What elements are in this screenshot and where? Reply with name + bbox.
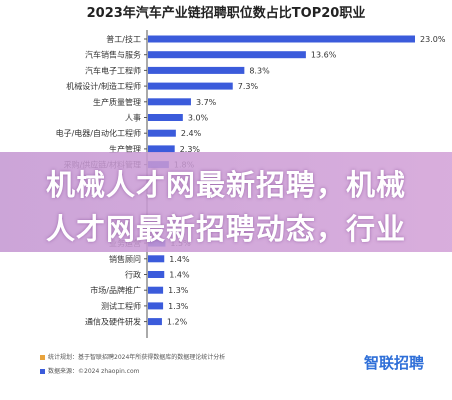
- category-label: 电子/电器/自动化工程师: [56, 128, 141, 138]
- banner-line-2: 人才网最新招聘动态，行业: [45, 212, 406, 246]
- bar: [148, 82, 233, 90]
- value-label: 7.3%: [238, 82, 259, 91]
- value-label: 23.0%: [420, 35, 446, 44]
- bar: [148, 145, 175, 153]
- source-note-text: 统计规划：基于智联招聘2024年所获得数据库的数据理论统计分析: [48, 354, 226, 361]
- watermark-banner: [0, 152, 452, 252]
- value-label: 3.7%: [196, 98, 217, 107]
- bars-group: 普工/技工 23.0% 汽车销售与服务 13.6% 汽车电子工程师 8.3% 机械设计/制造…: [56, 34, 446, 327]
- bar: [148, 271, 165, 278]
- bar: [148, 318, 162, 326]
- category-label: 人事: [125, 113, 141, 123]
- category-label: 汽车销售与服务: [85, 50, 141, 60]
- footer-dot-icon: [40, 369, 45, 374]
- bar: [148, 286, 164, 294]
- category-label: 生产质量管理: [93, 97, 141, 107]
- bar: [148, 255, 165, 263]
- category-label: 市场/品牌推广: [90, 285, 141, 295]
- category-label: 普工/技工: [106, 34, 141, 44]
- value-label: 1.4%: [169, 255, 190, 264]
- value-label: 1.3%: [168, 302, 189, 311]
- category-label: 通信及硬件研发: [85, 317, 141, 327]
- bar: [148, 129, 176, 137]
- category-label: 生产管理: [109, 144, 141, 154]
- brand-logo: 智联招聘: [363, 354, 424, 372]
- chart-title: 2023年汽车产业链招聘职位数占比TOP20职业: [87, 5, 366, 21]
- bar: [148, 302, 164, 310]
- value-label: 1.4%: [169, 271, 190, 280]
- bar: [148, 114, 183, 121]
- bar: [148, 51, 306, 59]
- footer-dot-icon: [40, 355, 45, 360]
- footer-copyright: 数据来源：©2024 zhaopin.com: [40, 366, 139, 375]
- category-label: 销售顾问: [109, 254, 141, 264]
- category-label: 行政: [125, 270, 141, 280]
- banner-line-1: 机械人才网最新招聘，机械: [45, 168, 406, 202]
- value-label: 2.3%: [180, 145, 201, 154]
- value-label: 8.3%: [249, 66, 270, 75]
- bar: [148, 98, 191, 106]
- bar: [148, 35, 415, 43]
- footer-source-note: 统计规划：基于智联招聘2024年所获得数据库的数据理论统计分析: [40, 352, 225, 361]
- value-label: 3.0%: [188, 114, 209, 123]
- value-label: 2.4%: [181, 129, 202, 138]
- value-label: 13.6%: [311, 51, 337, 60]
- value-label: 1.2%: [167, 318, 188, 327]
- category-label: 机械设计/制造工程师: [66, 81, 141, 91]
- copyright-text: 数据来源：©2024 zhaopin.com: [48, 368, 140, 375]
- category-label: 测试工程师: [101, 301, 141, 311]
- category-label: 汽车电子工程师: [85, 65, 141, 75]
- value-label: 1.3%: [168, 286, 189, 295]
- bar: [148, 66, 245, 74]
